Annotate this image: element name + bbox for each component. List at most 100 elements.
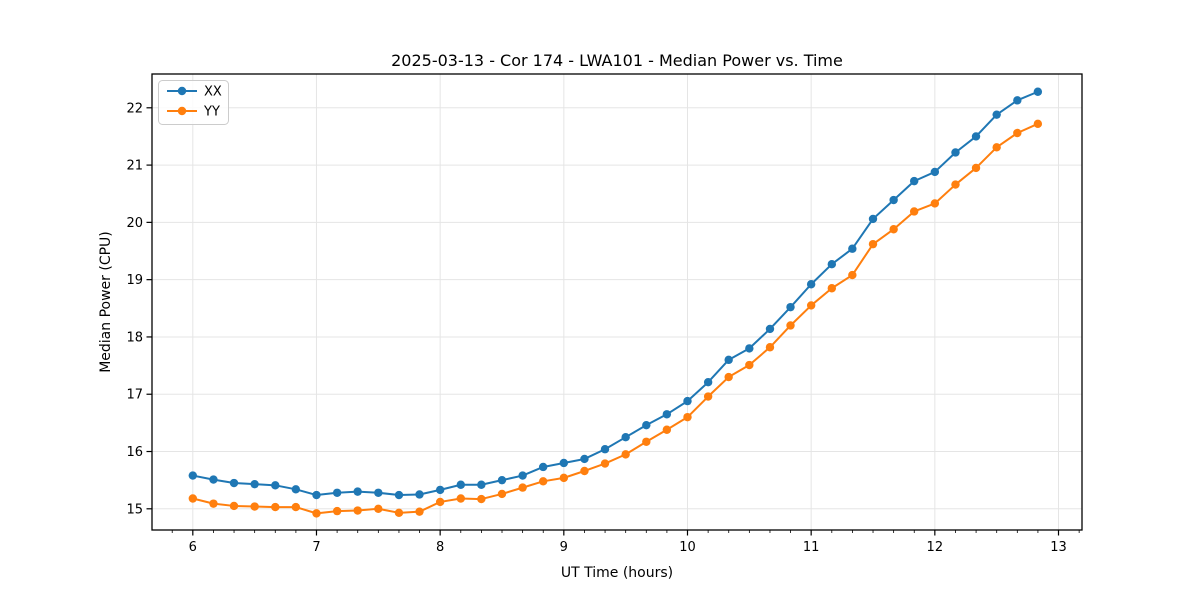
series-xx-point (642, 420, 651, 430)
series-xx-point (188, 471, 198, 480)
series-xx-point (951, 148, 960, 157)
series-xx-point (312, 490, 321, 500)
series-yy-point (745, 360, 754, 370)
series-yy-point (518, 483, 527, 492)
series-xx-point (229, 478, 239, 488)
legend-label-yy: YY (203, 105, 220, 120)
series-xx-point (271, 481, 280, 490)
axes: 6 7 8 9 10 11 12 13 15 16 17 18 19 20 21 22 (126, 73, 1083, 555)
chart-title: 2025-03-13 - Cor 174 - LWA101 - Median P… (391, 51, 843, 70)
series-xx-point (291, 485, 301, 494)
series-xx-point (745, 344, 754, 353)
series-xx-point (1033, 87, 1043, 96)
x-tick-label: 9 (560, 540, 568, 555)
legend: XX YY (158, 80, 229, 125)
series-yy-point (538, 477, 548, 486)
series-xx-point (209, 475, 218, 484)
series-xx-point (806, 280, 816, 289)
legend-sample-marker (177, 106, 187, 116)
series-yy-point (642, 437, 651, 446)
series-yy-point (374, 504, 383, 514)
series-yy-point (930, 199, 940, 208)
series-xx-point (662, 410, 672, 419)
series-xx-point (703, 378, 713, 387)
series-yy-point (456, 494, 466, 503)
series-yy-point (477, 494, 486, 504)
series-yy-point (291, 502, 301, 512)
series-yy-point (951, 180, 960, 189)
series-xx-point (1013, 96, 1022, 105)
series-xx-point (456, 480, 466, 489)
series-yy-point (971, 163, 981, 173)
series-xx-point (909, 176, 919, 186)
series-xx-point (868, 214, 878, 224)
series-xx-point (559, 458, 569, 468)
series-xx-point (394, 490, 404, 500)
series-xx-point (786, 302, 795, 312)
series-yy-point (497, 489, 507, 499)
series-xx-point (332, 488, 342, 497)
series-yy-point (1013, 128, 1022, 138)
series-yy-point (229, 501, 239, 511)
series-yy-point (312, 509, 321, 518)
series-xx-point (827, 259, 837, 269)
series-yy-point (765, 343, 775, 352)
series-yy-point (662, 425, 672, 434)
y-tick-label: 22 (126, 101, 143, 116)
series-xx-point (992, 110, 1001, 119)
series-xx-point (848, 244, 857, 253)
series-yy-point (271, 502, 280, 512)
series-xx-point (580, 454, 589, 464)
series-xx-point (497, 475, 507, 485)
series-yy-point (703, 392, 713, 401)
x-tick-label: 8 (436, 540, 444, 555)
y-tick-label: 21 (126, 159, 143, 174)
series-xx-point (724, 355, 733, 365)
series-yy-point (848, 270, 857, 280)
y-tick-label: 19 (126, 273, 143, 288)
series-yy-point (827, 284, 837, 293)
series-xx-point (930, 167, 940, 177)
series-yy-point (332, 506, 342, 516)
y-tick-label: 16 (126, 445, 143, 460)
series-xx-point (683, 396, 692, 406)
legend-label-xx: XX (204, 85, 222, 100)
series-yy-point (868, 239, 878, 249)
series-yy-point (580, 466, 589, 476)
x-tick-label: 10 (679, 540, 696, 555)
series-xx-point (538, 462, 548, 472)
y-tick-label: 17 (126, 388, 143, 403)
series-xx-point (250, 479, 259, 489)
series-yy-point (724, 372, 733, 382)
series-xx-point (600, 445, 610, 454)
series-yy-point (683, 412, 692, 422)
series-yy-point (209, 499, 218, 508)
plot-spines (151, 73, 1083, 531)
data-series (188, 87, 1043, 518)
x-tick-label: 12 (927, 540, 944, 555)
x-tick-label: 7 (312, 540, 320, 555)
series-yy-point (394, 508, 404, 518)
y-tick-label: 20 (126, 216, 143, 231)
series-yy-point (250, 502, 259, 511)
series-xx-line (191, 90, 1039, 497)
x-tick-label: 13 (1050, 540, 1067, 555)
series-yy-point (909, 207, 919, 216)
series-xx-point (765, 324, 775, 334)
grid-lines (152, 74, 1082, 530)
series-xx-point (518, 471, 527, 480)
y-tick-label: 18 (126, 330, 143, 345)
y-tick-label: 15 (126, 502, 143, 517)
x-tick-label: 11 (803, 540, 820, 555)
series-yy-point (806, 301, 816, 310)
series-xx-point (435, 485, 445, 495)
series-yy-point (889, 225, 898, 234)
series-yy-point (786, 321, 795, 330)
x-axis-label: UT Time (hours) (561, 565, 673, 581)
series-yy-point (621, 450, 630, 459)
series-xx-point (621, 432, 630, 442)
series-yy-point (600, 459, 610, 468)
series-xx-point (353, 487, 362, 496)
